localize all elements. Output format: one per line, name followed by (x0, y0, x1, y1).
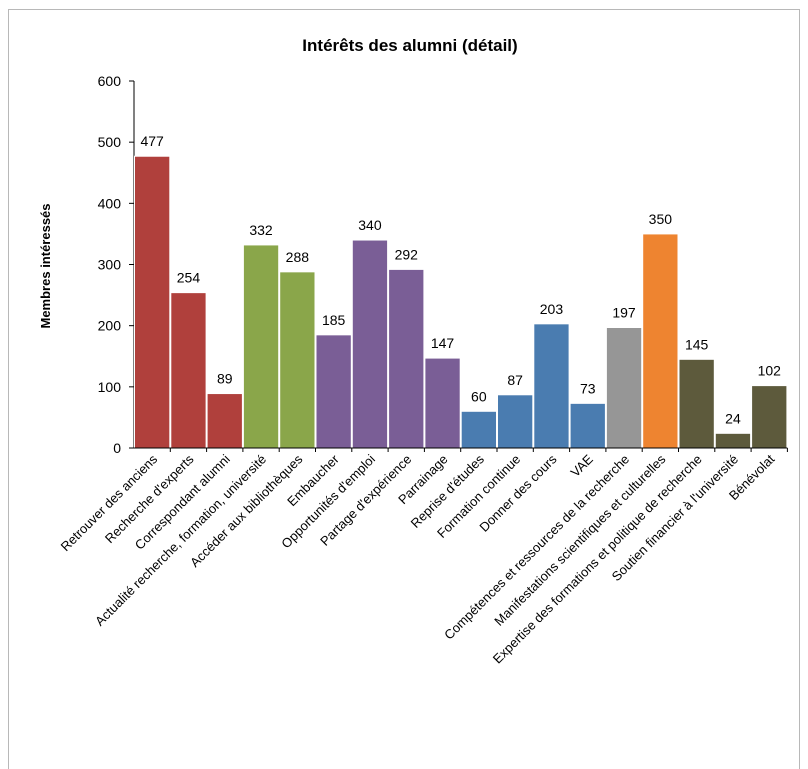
bar-value-label: 73 (580, 380, 596, 396)
y-tick-label: 500 (98, 134, 122, 150)
bar-value-label: 147 (431, 335, 455, 351)
bar-value-label: 203 (540, 301, 564, 317)
bar-value-label: 89 (217, 371, 233, 387)
bar (424, 357, 461, 449)
y-tick-label: 400 (98, 195, 122, 211)
bars-group (134, 155, 788, 449)
bar-value-label: 60 (471, 388, 487, 404)
y-tick-label: 200 (98, 318, 122, 334)
y-axis-label: Membres intéressés (38, 203, 53, 328)
bar (751, 385, 788, 449)
bar (605, 327, 643, 449)
bar (351, 239, 389, 449)
bar (714, 432, 752, 449)
value-labels-group: 477 254 89 332 288 185 340 292 147 60 87 203 73 197 35… (140, 133, 781, 426)
bar (242, 244, 280, 449)
bar-value-label: 254 (177, 270, 201, 286)
y-tick-label: 100 (98, 379, 122, 395)
y-axis: 0 100 200 300 400 500 600 (98, 73, 135, 456)
bar-value-label: 332 (249, 222, 273, 238)
x-category-label: VAE (568, 451, 597, 480)
y-tick-label: 600 (98, 73, 122, 89)
bar (642, 233, 679, 449)
bar-value-label: 102 (758, 363, 782, 379)
bar-value-label: 87 (507, 372, 523, 388)
y-tick-label: 0 (113, 440, 121, 456)
bar-value-label: 185 (322, 312, 346, 328)
bar (388, 268, 425, 449)
bar-value-label: 292 (395, 246, 419, 262)
bar (279, 271, 316, 449)
bar (678, 358, 715, 449)
bar-value-label: 24 (725, 410, 741, 426)
bar (134, 155, 171, 449)
bar (569, 402, 606, 449)
bar-value-label: 477 (140, 133, 164, 149)
bar (460, 410, 498, 449)
bar-value-label: 340 (358, 217, 382, 233)
bar-value-label: 145 (685, 336, 709, 352)
bar-value-label: 288 (286, 249, 310, 265)
bar (170, 292, 207, 449)
chart-title: Intérêts des alumni (détail) (302, 36, 517, 55)
bar (206, 393, 243, 449)
bar (497, 394, 534, 449)
bar (315, 334, 352, 449)
x-axis (134, 447, 788, 452)
bar-value-label: 197 (612, 305, 636, 321)
bar (533, 323, 570, 449)
y-tick-label: 300 (98, 257, 122, 273)
chart-frame (8, 9, 800, 769)
bar-value-label: 350 (649, 211, 673, 227)
